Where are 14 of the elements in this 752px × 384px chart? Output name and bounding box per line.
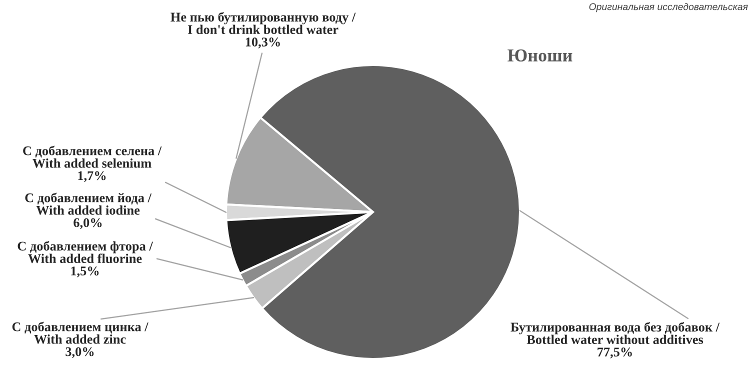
slice-label: Бутилированная вода без добавок / Bottled water without additives: [510, 322, 720, 344]
data-label: 3,0%: [66, 347, 94, 358]
data-label: 6,0%: [74, 218, 102, 230]
slice-label: С добавлением йода / With added iodine: [25, 192, 152, 215]
slice-label: С добавлением селена / With added selenium: [23, 146, 162, 168]
text: Юноши: [508, 49, 572, 62]
data-label: 1,5%: [71, 266, 99, 278]
slice-label: Не пью бутилированную воду / I don't drink bottled water: [170, 12, 356, 34]
data-label: 77,5%: [598, 348, 632, 358]
slice-label: С добавлением фтора / With added fluorine: [18, 241, 154, 264]
slice-label: С добавлением цинка / With added zinc: [12, 322, 148, 344]
data-label: 1,7%: [78, 171, 106, 182]
data-label: 10,3%: [246, 38, 280, 48]
text: Оригинальная исследовательская: [589, 3, 748, 12]
